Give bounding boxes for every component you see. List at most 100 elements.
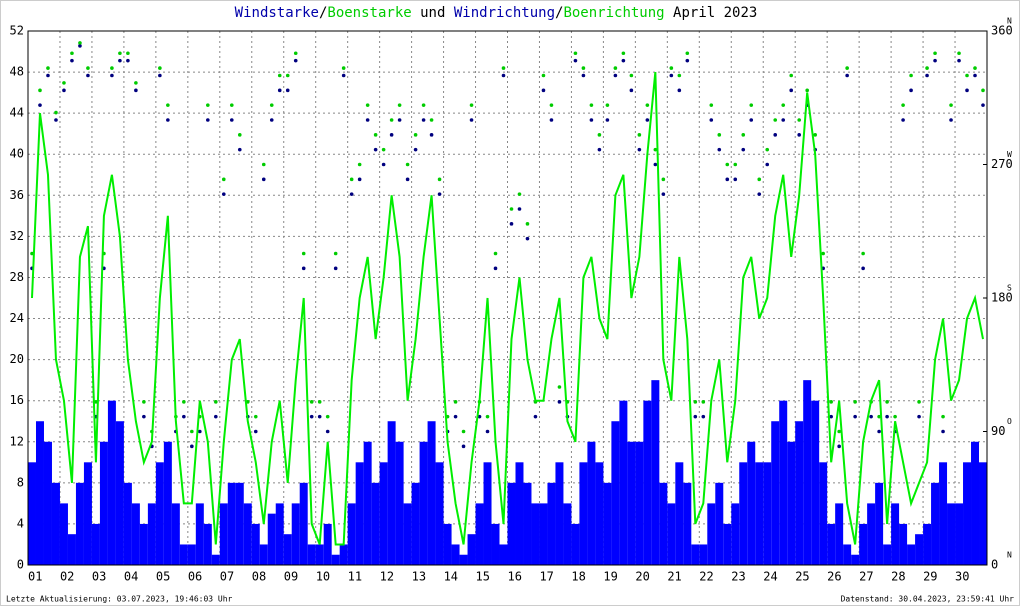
direction-dot <box>357 177 362 182</box>
direction-dot <box>253 414 258 419</box>
direction-dot <box>717 133 722 137</box>
speed-bar <box>819 462 828 565</box>
direction-dot <box>309 400 314 404</box>
direction-dot <box>557 400 562 404</box>
direction-dot <box>413 147 418 152</box>
direction-dot <box>773 118 778 122</box>
x-tick-label: 17 <box>539 570 553 584</box>
direction-dot <box>214 414 218 419</box>
title-part: / <box>555 5 563 21</box>
direction-dot <box>469 118 474 122</box>
direction-dot <box>877 429 881 434</box>
x-tick-label: 13 <box>412 570 426 584</box>
direction-dot <box>661 177 666 182</box>
speed-bar <box>843 544 852 565</box>
direction-dot <box>885 414 889 419</box>
direction-dot <box>78 41 82 45</box>
x-tick-label: 01 <box>28 570 42 584</box>
speed-bar <box>851 554 860 565</box>
direction-dot <box>653 147 658 152</box>
direction-dot <box>190 429 194 434</box>
direction-dot <box>821 251 825 256</box>
direction-dot <box>341 66 346 70</box>
direction-dot <box>941 414 945 419</box>
direction-dot <box>405 177 410 182</box>
direction-dot <box>677 88 682 93</box>
speed-bar <box>523 482 532 565</box>
direction-dot <box>86 73 90 78</box>
direction-dot <box>293 58 298 63</box>
x-tick-label: 19 <box>603 570 617 584</box>
direction-dot <box>389 118 394 122</box>
speed-bar <box>547 482 556 565</box>
x-tick-label: 30 <box>955 570 969 584</box>
speed-bar <box>827 523 836 565</box>
footer-left: Letzte Aktualisierung: 03.07.2023, 19:46… <box>6 595 233 604</box>
speed-bar <box>555 462 564 565</box>
direction-dot <box>981 88 985 93</box>
speed-bar <box>323 523 332 565</box>
direction-dot <box>206 103 210 107</box>
y-tick-label: 36 <box>10 188 24 202</box>
direction-dot <box>517 192 522 196</box>
direction-dot <box>853 400 857 404</box>
direction-dot <box>349 192 354 196</box>
direction-dot <box>853 414 857 419</box>
direction-dot <box>237 147 242 152</box>
direction-dot <box>797 118 801 122</box>
direction-dot <box>613 73 618 78</box>
direction-dot <box>485 414 490 419</box>
direction-dot <box>46 66 50 70</box>
direction-dot <box>38 88 42 93</box>
direction-dot <box>501 73 506 78</box>
direction-dot <box>541 88 546 93</box>
speed-bar <box>275 503 284 565</box>
direction-dot <box>613 66 618 70</box>
direction-dot <box>829 400 833 404</box>
speed-bar <box>339 544 348 565</box>
direction-dot <box>525 222 530 226</box>
direction-dot <box>829 414 833 419</box>
direction-dot <box>134 88 138 93</box>
direction-dot <box>365 103 370 107</box>
speed-bar <box>891 503 900 565</box>
direction-dot <box>573 51 578 56</box>
direction-dot <box>349 177 354 182</box>
y-tick-label: 0 <box>17 558 24 572</box>
speed-bar <box>43 441 52 565</box>
direction-dot <box>198 429 202 434</box>
direction-dot <box>501 66 506 70</box>
direction-dot <box>70 58 74 63</box>
direction-dot <box>437 177 442 182</box>
speed-bar <box>899 523 908 565</box>
x-tick-label: 15 <box>476 570 490 584</box>
x-tick-label: 10 <box>316 570 330 584</box>
direction-dot <box>182 414 186 419</box>
y-tick-label: 16 <box>10 393 24 407</box>
direction-dot <box>62 81 66 85</box>
plot-border <box>27 30 988 566</box>
y2-tick-label: 0 <box>991 558 998 572</box>
direction-dot <box>877 414 881 419</box>
direction-dot <box>901 118 905 122</box>
speed-bar <box>931 482 940 565</box>
direction-dot <box>341 73 346 78</box>
speed-bar <box>211 554 220 565</box>
direction-dot <box>845 66 849 70</box>
direction-dot <box>301 251 306 256</box>
direction-dot <box>757 177 762 182</box>
direction-dot <box>237 133 242 137</box>
speed-bar <box>915 534 924 565</box>
direction-dot <box>437 192 442 196</box>
direction-dot <box>317 414 322 419</box>
speed-bar <box>291 503 300 565</box>
speed-bar <box>835 503 844 565</box>
direction-dot <box>134 81 138 85</box>
direction-dot <box>957 58 961 63</box>
direction-dot <box>797 133 801 137</box>
direction-dot <box>749 103 754 107</box>
y2-tick-label: 90 <box>991 424 1005 438</box>
direction-dot <box>509 222 514 226</box>
x-tick-label: 12 <box>380 570 394 584</box>
direction-dot <box>597 147 602 152</box>
